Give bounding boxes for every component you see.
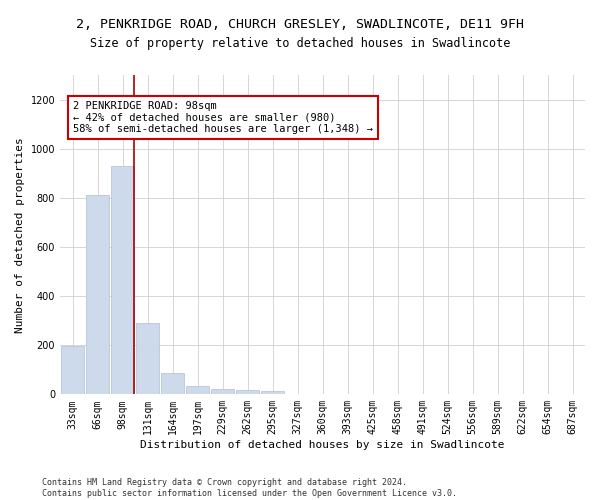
Bar [211, 390, 234, 394]
Text: 2, PENKRIDGE ROAD, CHURCH GRESLEY, SWADLINCOTE, DE11 9FH: 2, PENKRIDGE ROAD, CHURCH GRESLEY, SWADL… [76, 18, 524, 30]
Y-axis label: Number of detached properties: Number of detached properties [15, 137, 25, 332]
Bar [136, 323, 159, 394]
Text: Contains HM Land Registry data © Crown copyright and database right 2024.
Contai: Contains HM Land Registry data © Crown c… [42, 478, 457, 498]
X-axis label: Distribution of detached houses by size in Swadlincote: Distribution of detached houses by size … [140, 440, 505, 450]
Bar [111, 166, 134, 394]
Bar [161, 374, 184, 394]
Bar [86, 196, 109, 394]
Bar [186, 386, 209, 394]
Text: Size of property relative to detached houses in Swadlincote: Size of property relative to detached ho… [90, 38, 510, 51]
Bar [61, 346, 84, 395]
Text: 2 PENKRIDGE ROAD: 98sqm
← 42% of detached houses are smaller (980)
58% of semi-d: 2 PENKRIDGE ROAD: 98sqm ← 42% of detache… [73, 101, 373, 134]
Bar [236, 390, 259, 394]
Bar [261, 392, 284, 394]
